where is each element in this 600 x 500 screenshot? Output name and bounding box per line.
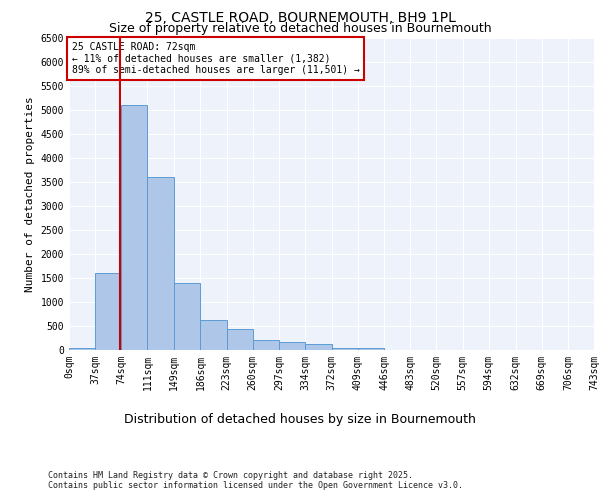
Bar — [69, 348, 95, 350]
Bar — [227, 330, 253, 350]
Bar — [148, 177, 174, 350]
Bar — [121, 105, 148, 350]
Bar — [95, 273, 121, 350]
Y-axis label: Number of detached properties: Number of detached properties — [25, 96, 35, 292]
Bar — [253, 340, 279, 350]
Bar — [332, 348, 358, 350]
Text: Contains HM Land Registry data © Crown copyright and database right 2025.
Contai: Contains HM Land Registry data © Crown c… — [48, 470, 463, 490]
Bar — [200, 320, 227, 350]
Text: 25 CASTLE ROAD: 72sqm
← 11% of detached houses are smaller (1,382)
89% of semi-d: 25 CASTLE ROAD: 72sqm ← 11% of detached … — [71, 42, 359, 76]
Bar — [305, 344, 332, 350]
Text: Distribution of detached houses by size in Bournemouth: Distribution of detached houses by size … — [124, 412, 476, 426]
Bar — [174, 282, 200, 350]
Bar — [279, 342, 305, 350]
Bar — [358, 348, 384, 350]
Text: 25, CASTLE ROAD, BOURNEMOUTH, BH9 1PL: 25, CASTLE ROAD, BOURNEMOUTH, BH9 1PL — [145, 11, 455, 25]
Text: Size of property relative to detached houses in Bournemouth: Size of property relative to detached ho… — [109, 22, 491, 35]
